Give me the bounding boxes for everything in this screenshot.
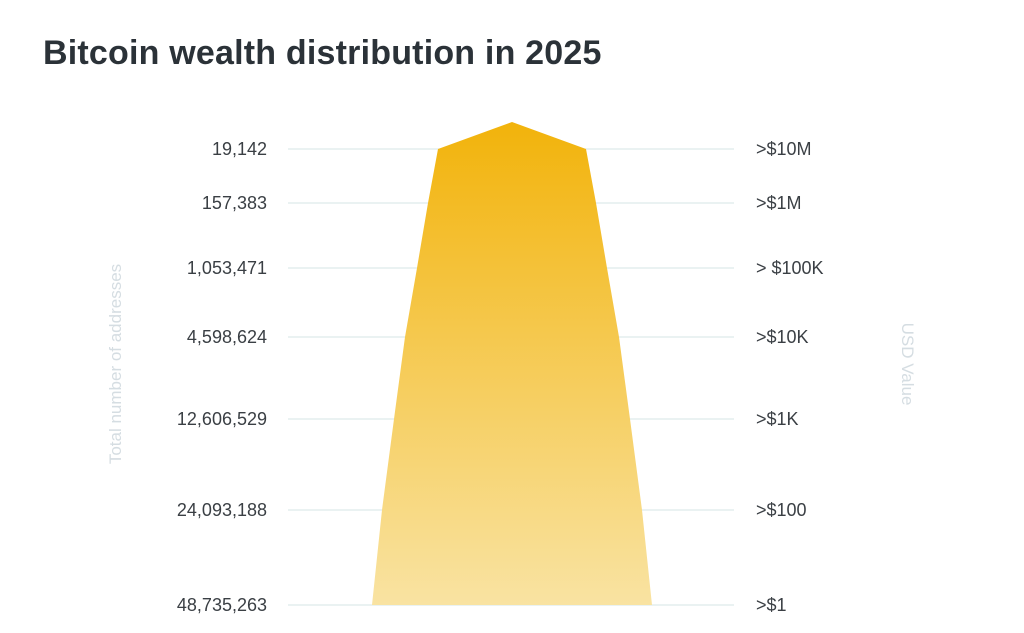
usd-value-label: >$10K [756, 327, 809, 347]
address-count-label: 24,093,188 [177, 500, 267, 520]
address-count-label: 4,598,624 [187, 327, 267, 347]
usd-value-label: >$1 [756, 595, 787, 615]
address-count-label: 1,053,471 [187, 258, 267, 278]
usd-value-label: >$1M [756, 193, 802, 213]
right-tick-labels: >$10M >$1M > $100K >$10K >$1K >$100 >$1 [756, 139, 824, 615]
usd-value-label: >$10M [756, 139, 812, 159]
usd-value-label: > $100K [756, 258, 824, 278]
address-count-label: 48,735,263 [177, 595, 267, 615]
address-count-label: 19,142 [212, 139, 267, 159]
usd-value-label: >$1K [756, 409, 799, 429]
distribution-funnel-shape [372, 122, 652, 605]
usd-value-label: >$100 [756, 500, 807, 520]
distribution-shape-layer [372, 122, 652, 605]
left-tick-labels: 19,142 157,383 1,053,471 4,598,624 12,606,52… [177, 139, 267, 615]
chart-title: Bitcoin wealth distribution in 2025 [43, 34, 602, 72]
address-count-label: 12,606,529 [177, 409, 267, 429]
address-count-label: 157,383 [202, 193, 267, 213]
